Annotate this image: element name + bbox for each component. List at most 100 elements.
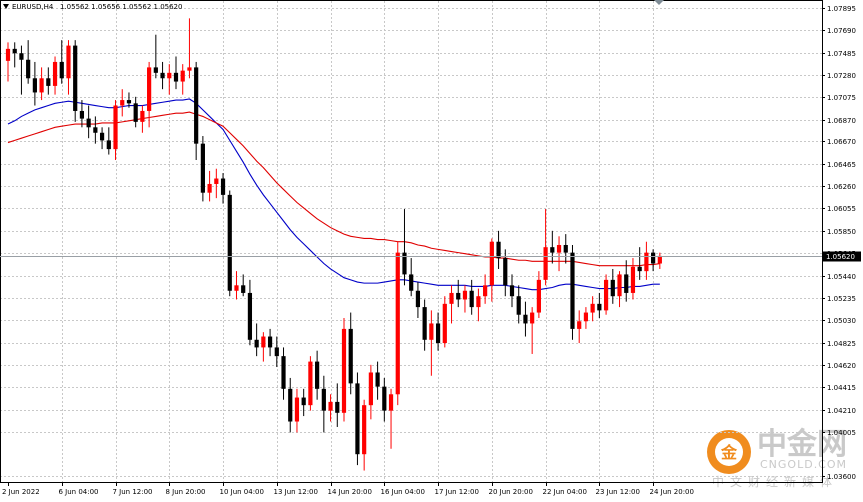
candle-body xyxy=(550,247,555,253)
candle xyxy=(26,40,31,84)
candle-body xyxy=(630,266,636,293)
candle-body xyxy=(261,336,266,348)
candle-body xyxy=(308,361,313,406)
candle-body xyxy=(503,258,508,286)
x-tick-label: 10 Jun 04:00 xyxy=(220,488,264,496)
candle-body xyxy=(126,100,132,104)
watermark-brand-en: CNGOLD.COM xyxy=(760,458,847,471)
candle xyxy=(73,40,78,122)
candle xyxy=(180,64,185,95)
candle xyxy=(335,383,340,427)
candle-body xyxy=(644,252,649,272)
x-tick-label: 2 Jun 2022 xyxy=(2,488,40,496)
candle-body xyxy=(462,290,468,300)
candle-body xyxy=(32,78,37,93)
candle xyxy=(247,279,253,346)
candle xyxy=(483,274,488,304)
candle-body xyxy=(603,279,609,311)
candle-body xyxy=(355,383,360,455)
y-tick-label: 1.07485 xyxy=(827,50,856,58)
candle-body xyxy=(288,388,293,422)
candle-body xyxy=(328,401,333,411)
candle xyxy=(476,288,481,322)
candle-body xyxy=(543,247,548,280)
candle-body xyxy=(12,48,17,54)
candle-body xyxy=(173,72,179,82)
candle xyxy=(556,236,562,272)
candle xyxy=(523,301,528,337)
candle xyxy=(382,377,387,422)
candle xyxy=(624,260,629,302)
candle-body xyxy=(66,45,71,79)
candle-body xyxy=(402,252,407,275)
plot-frame xyxy=(0,0,823,483)
candle xyxy=(583,307,589,329)
candle xyxy=(536,271,541,319)
candle xyxy=(610,268,615,304)
candle-body xyxy=(617,274,622,297)
candle xyxy=(355,372,360,466)
candle xyxy=(274,336,279,368)
candle-body xyxy=(153,67,158,73)
candle-body xyxy=(476,296,481,308)
candle xyxy=(288,377,293,433)
x-tick-label: 20 Jun 20:00 xyxy=(489,488,533,496)
candle xyxy=(59,40,64,84)
candle xyxy=(617,271,622,308)
y-tick-label: 1.06055 xyxy=(827,205,856,213)
scroll-arrow-icon[interactable] xyxy=(654,0,664,5)
candle-body xyxy=(187,67,192,71)
candle xyxy=(321,375,326,433)
candle-body xyxy=(200,143,205,193)
candle xyxy=(207,170,212,202)
x-tick-label: 16 Jun 04:00 xyxy=(381,488,425,496)
candle xyxy=(530,307,535,354)
candle xyxy=(126,92,132,108)
candle xyxy=(79,100,85,128)
x-tick-label: 7 Jun 12:00 xyxy=(113,488,153,496)
candle xyxy=(503,249,508,297)
candle xyxy=(301,388,306,417)
candle-body xyxy=(120,100,125,106)
y-tick-label: 1.07690 xyxy=(827,27,856,35)
candle-body xyxy=(563,244,568,253)
y-tick-label: 1.07075 xyxy=(827,94,856,102)
candle-body xyxy=(577,321,582,329)
candle xyxy=(516,285,521,324)
x-tick-label: 22 Jun 04:00 xyxy=(543,488,587,496)
y-tick-label: 1.07280 xyxy=(827,72,856,80)
y-tick-label: 1.04210 xyxy=(827,407,856,415)
candle-body xyxy=(241,285,246,293)
axes: 1.07895 1.07690 1.07485 1.07280 1.07075 1.068… xyxy=(2,5,856,496)
candle-body xyxy=(415,290,421,308)
candle-body xyxy=(247,292,253,340)
candle xyxy=(5,42,11,82)
x-tick-label: 14 Jun 20:00 xyxy=(328,488,372,496)
candle xyxy=(449,285,454,324)
candle-body xyxy=(456,292,461,300)
candle-body xyxy=(624,274,629,293)
candle xyxy=(93,116,98,144)
x-tick-label: 17 Jun 12:00 xyxy=(435,488,479,496)
y-tick-label: 1.04620 xyxy=(827,362,856,370)
current-price-box xyxy=(823,251,861,262)
candle xyxy=(651,249,656,272)
candle-body xyxy=(194,67,199,144)
x-tick-label: 6 Jun 04:00 xyxy=(59,488,99,496)
candle xyxy=(86,105,91,139)
candle xyxy=(19,45,24,95)
candle-body xyxy=(147,67,152,111)
y-tick-label: 1.05235 xyxy=(827,295,856,303)
candle xyxy=(267,328,273,357)
candle-body xyxy=(388,394,394,411)
candle xyxy=(422,299,427,351)
candle-body xyxy=(86,118,91,128)
candle-body xyxy=(348,328,353,384)
candle xyxy=(462,285,468,313)
candle xyxy=(12,42,17,68)
candle-body xyxy=(59,61,64,79)
candle-body xyxy=(267,336,273,348)
candle-body xyxy=(19,53,24,60)
